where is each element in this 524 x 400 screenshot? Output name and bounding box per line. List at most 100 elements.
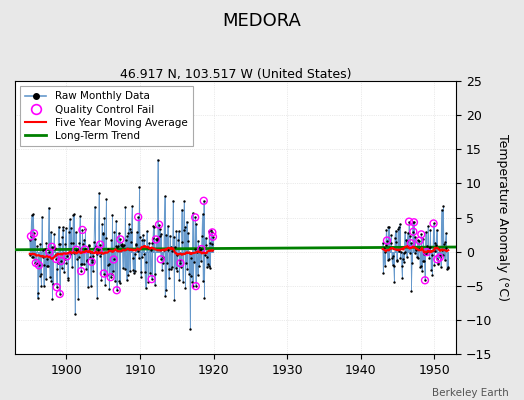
Point xyxy=(155,222,163,228)
Point xyxy=(396,221,404,227)
Point xyxy=(170,297,179,304)
Point xyxy=(435,254,444,261)
Point xyxy=(206,240,214,246)
Point xyxy=(147,276,156,282)
Point xyxy=(87,282,95,289)
Point xyxy=(163,260,171,266)
Point xyxy=(442,230,450,236)
Point xyxy=(112,217,121,224)
Point xyxy=(167,266,175,272)
Point xyxy=(443,265,452,272)
Point xyxy=(205,228,213,235)
Point xyxy=(395,224,403,230)
Point xyxy=(100,270,108,277)
Point xyxy=(110,256,118,263)
Point xyxy=(152,236,160,243)
Point xyxy=(81,226,90,232)
Point xyxy=(394,226,402,232)
Point xyxy=(400,229,409,235)
Point xyxy=(92,242,100,249)
Point xyxy=(200,198,208,204)
Point xyxy=(438,246,446,253)
Point xyxy=(46,229,54,235)
Point xyxy=(38,214,46,220)
Point xyxy=(108,212,117,218)
Point xyxy=(162,287,170,294)
Point xyxy=(189,210,197,216)
Point xyxy=(125,268,134,275)
Point xyxy=(429,247,437,254)
Point xyxy=(89,252,97,259)
Point xyxy=(73,256,81,262)
Point xyxy=(425,254,433,261)
Point xyxy=(50,231,58,237)
Point xyxy=(443,266,451,273)
Point xyxy=(130,270,138,276)
Point xyxy=(52,256,60,262)
Point xyxy=(62,225,70,232)
Point xyxy=(48,244,56,250)
Point xyxy=(444,264,452,270)
Point xyxy=(72,246,81,253)
Point xyxy=(417,231,425,238)
Point xyxy=(434,259,442,266)
Point xyxy=(96,241,104,248)
Point xyxy=(174,236,182,243)
Point xyxy=(398,263,406,269)
Point xyxy=(135,184,144,190)
Point xyxy=(27,212,36,218)
Point xyxy=(180,198,188,204)
Point xyxy=(134,214,143,220)
Point xyxy=(116,280,124,286)
Point xyxy=(160,193,169,200)
Point xyxy=(164,247,172,254)
Point xyxy=(102,234,110,241)
Point xyxy=(42,263,51,269)
Point xyxy=(391,228,400,234)
Point xyxy=(115,278,123,284)
Point xyxy=(204,260,212,267)
Point xyxy=(207,227,215,234)
Point xyxy=(176,256,184,263)
Point xyxy=(203,254,212,260)
Point xyxy=(433,256,441,262)
Point xyxy=(388,255,396,261)
Point xyxy=(194,238,202,244)
Point xyxy=(438,206,446,213)
Point xyxy=(181,285,190,291)
Point xyxy=(85,242,93,249)
Point xyxy=(106,274,115,280)
Point xyxy=(132,242,140,248)
Point xyxy=(53,266,61,272)
Point xyxy=(395,248,403,254)
Point xyxy=(197,246,205,252)
Point xyxy=(71,311,79,318)
Legend: Raw Monthly Data, Quality Control Fail, Five Year Moving Average, Long-Term Tren: Raw Monthly Data, Quality Control Fail, … xyxy=(20,86,192,146)
Point xyxy=(411,250,419,256)
Point xyxy=(390,278,399,285)
Point xyxy=(383,237,391,244)
Point xyxy=(406,233,414,239)
Point xyxy=(382,227,390,233)
Point xyxy=(81,246,89,253)
Point xyxy=(147,247,155,254)
Point xyxy=(139,232,147,238)
Point xyxy=(52,284,61,290)
Point xyxy=(442,245,451,252)
Point xyxy=(52,284,61,290)
Point xyxy=(182,260,190,266)
Point xyxy=(96,241,104,248)
Point xyxy=(409,219,417,225)
Point xyxy=(121,266,129,272)
Point xyxy=(88,259,96,265)
Point xyxy=(393,257,401,263)
Point xyxy=(133,229,141,235)
Point xyxy=(30,260,39,266)
Point xyxy=(171,264,180,271)
Point xyxy=(171,244,179,250)
Point xyxy=(31,260,40,266)
Point xyxy=(150,224,158,230)
Point xyxy=(200,295,209,302)
Point xyxy=(92,250,101,257)
Point xyxy=(435,254,444,261)
